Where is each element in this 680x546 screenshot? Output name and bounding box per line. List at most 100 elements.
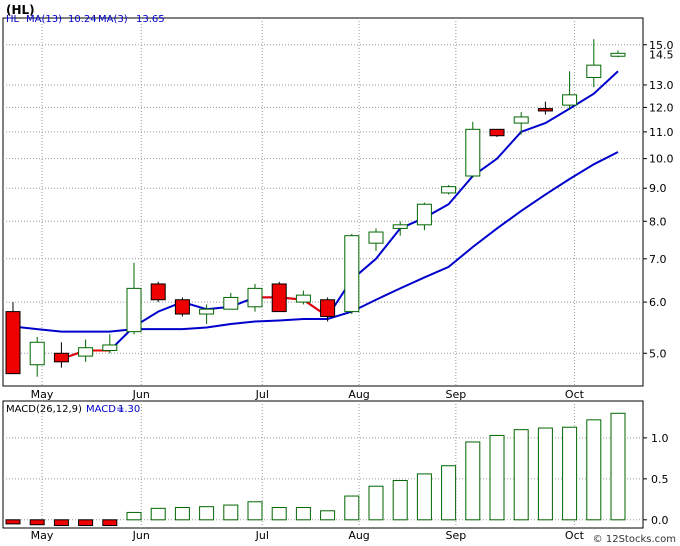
macd-bar <box>562 426 578 521</box>
macd-x-tick-label: Jul <box>255 529 269 542</box>
price-x-tick-label: Sep <box>445 388 466 401</box>
ma13-line <box>12 151 619 333</box>
macd-x-tick-label: May <box>31 529 54 542</box>
macd-bar <box>102 519 118 527</box>
candle-body <box>465 128 481 177</box>
price-y-tick-label: 6.0 <box>649 296 667 309</box>
macd-bar <box>368 485 384 521</box>
macd-y-tick-label: 1.0 <box>651 432 669 445</box>
candle-body <box>562 94 578 106</box>
candle-down <box>320 297 336 322</box>
ma13-series <box>12 151 619 333</box>
macd-legend-value-label: MACD= <box>86 404 124 415</box>
candle-body <box>392 224 408 229</box>
candle-body <box>271 283 287 313</box>
price-panel <box>2 17 644 387</box>
last-price-label: 14.5 <box>649 48 674 61</box>
candle-up <box>78 339 94 362</box>
price-x-tick-label: Jul <box>255 388 269 401</box>
macd-x-tick-label: Aug <box>348 529 369 542</box>
candle-body <box>295 294 311 303</box>
price-x-tick-label: Aug <box>348 388 369 401</box>
candle-body <box>199 308 215 315</box>
macd-bar <box>320 510 336 521</box>
price-y-tick-label: 7.0 <box>649 253 667 266</box>
macd-bar <box>271 507 287 521</box>
macd-x-tick-label: Oct <box>565 529 585 542</box>
candle-body <box>489 128 505 137</box>
candlesticks <box>5 39 626 377</box>
candle-up <box>247 283 263 312</box>
candle-down <box>150 281 166 303</box>
macd-bar <box>441 465 457 521</box>
price-y-tick-label: 10.0 <box>649 153 674 166</box>
macd-bar <box>392 479 408 521</box>
candle-body <box>78 347 94 357</box>
macd-panel <box>2 400 644 529</box>
candle-body <box>5 311 21 375</box>
candle-body <box>53 352 69 363</box>
macd-bar <box>465 441 481 521</box>
macd-bar <box>344 495 360 521</box>
macd-bar <box>78 519 94 527</box>
candle-body <box>610 52 626 57</box>
macd-bar <box>29 519 45 526</box>
macd-bar <box>537 427 553 521</box>
macd-x-tick-label: Jun <box>132 529 150 542</box>
candle-up <box>610 50 626 58</box>
candle-body <box>29 341 45 366</box>
candle-up <box>586 39 602 88</box>
price-y-tick-label: 5.0 <box>649 347 667 360</box>
candle-up <box>223 292 239 310</box>
candle-up <box>29 336 45 377</box>
candle-body <box>126 287 142 333</box>
macd-bars <box>5 412 626 527</box>
macd-bar <box>5 519 21 525</box>
candle-body <box>513 116 529 124</box>
candle-body <box>247 287 263 308</box>
price-y-tick-label: 11.0 <box>649 126 674 139</box>
candle-up <box>416 202 432 231</box>
macd-bar <box>174 507 190 521</box>
candle-down <box>489 128 505 138</box>
candle-down <box>5 302 21 375</box>
macd-bar <box>586 419 602 521</box>
candle-up <box>513 112 529 135</box>
legend-ma3-label: MA(3) <box>98 14 128 25</box>
price-x-tick-label: May <box>31 388 54 401</box>
candle-up <box>441 185 457 195</box>
macd-bar <box>53 519 69 527</box>
candle-body <box>441 186 457 194</box>
price-x-tick-label: Jun <box>132 388 150 401</box>
macd-bar <box>489 434 505 521</box>
price-y-tick-label: 9.0 <box>649 182 667 195</box>
candle-up <box>295 290 311 305</box>
candle-body <box>416 203 432 226</box>
ma3-series <box>61 70 619 360</box>
candle-body <box>150 283 166 301</box>
legend-ma13-label: MA(13) <box>26 14 62 25</box>
macd-bar <box>513 429 529 521</box>
candle-body <box>344 235 360 313</box>
price-y-tick-label: 13.0 <box>649 79 674 92</box>
candle-up <box>392 221 408 236</box>
macd-legend-label: MACD(26,12,9) <box>6 404 82 415</box>
candle-down <box>271 281 287 313</box>
candle-body <box>368 231 384 244</box>
macd-y-axis: 1.0 0.5 0.0 <box>643 432 669 527</box>
macd-y-tick-label: 0.5 <box>651 473 669 486</box>
price-y-axis: 15.0 13.0 12.0 11.0 10.0 9.0 8.0 7.0 6.0 5.0 14.5 <box>643 39 674 360</box>
ma3-series-red-segment <box>255 296 329 318</box>
candle-up <box>126 262 142 335</box>
macd-bar <box>247 501 263 521</box>
candle-body <box>586 64 602 78</box>
price-y-tick-label: 12.0 <box>649 101 674 114</box>
candle-down <box>53 342 69 368</box>
macd-x-axis: May Jun Jul Aug Sep Oct <box>31 529 585 542</box>
candle-down <box>174 297 190 317</box>
price-x-axis: May Jun Jul Aug Sep Oct <box>31 388 585 401</box>
candle-body <box>223 296 239 310</box>
macd-bar <box>295 507 311 521</box>
watermark: © 12Stocks.com <box>593 534 676 545</box>
